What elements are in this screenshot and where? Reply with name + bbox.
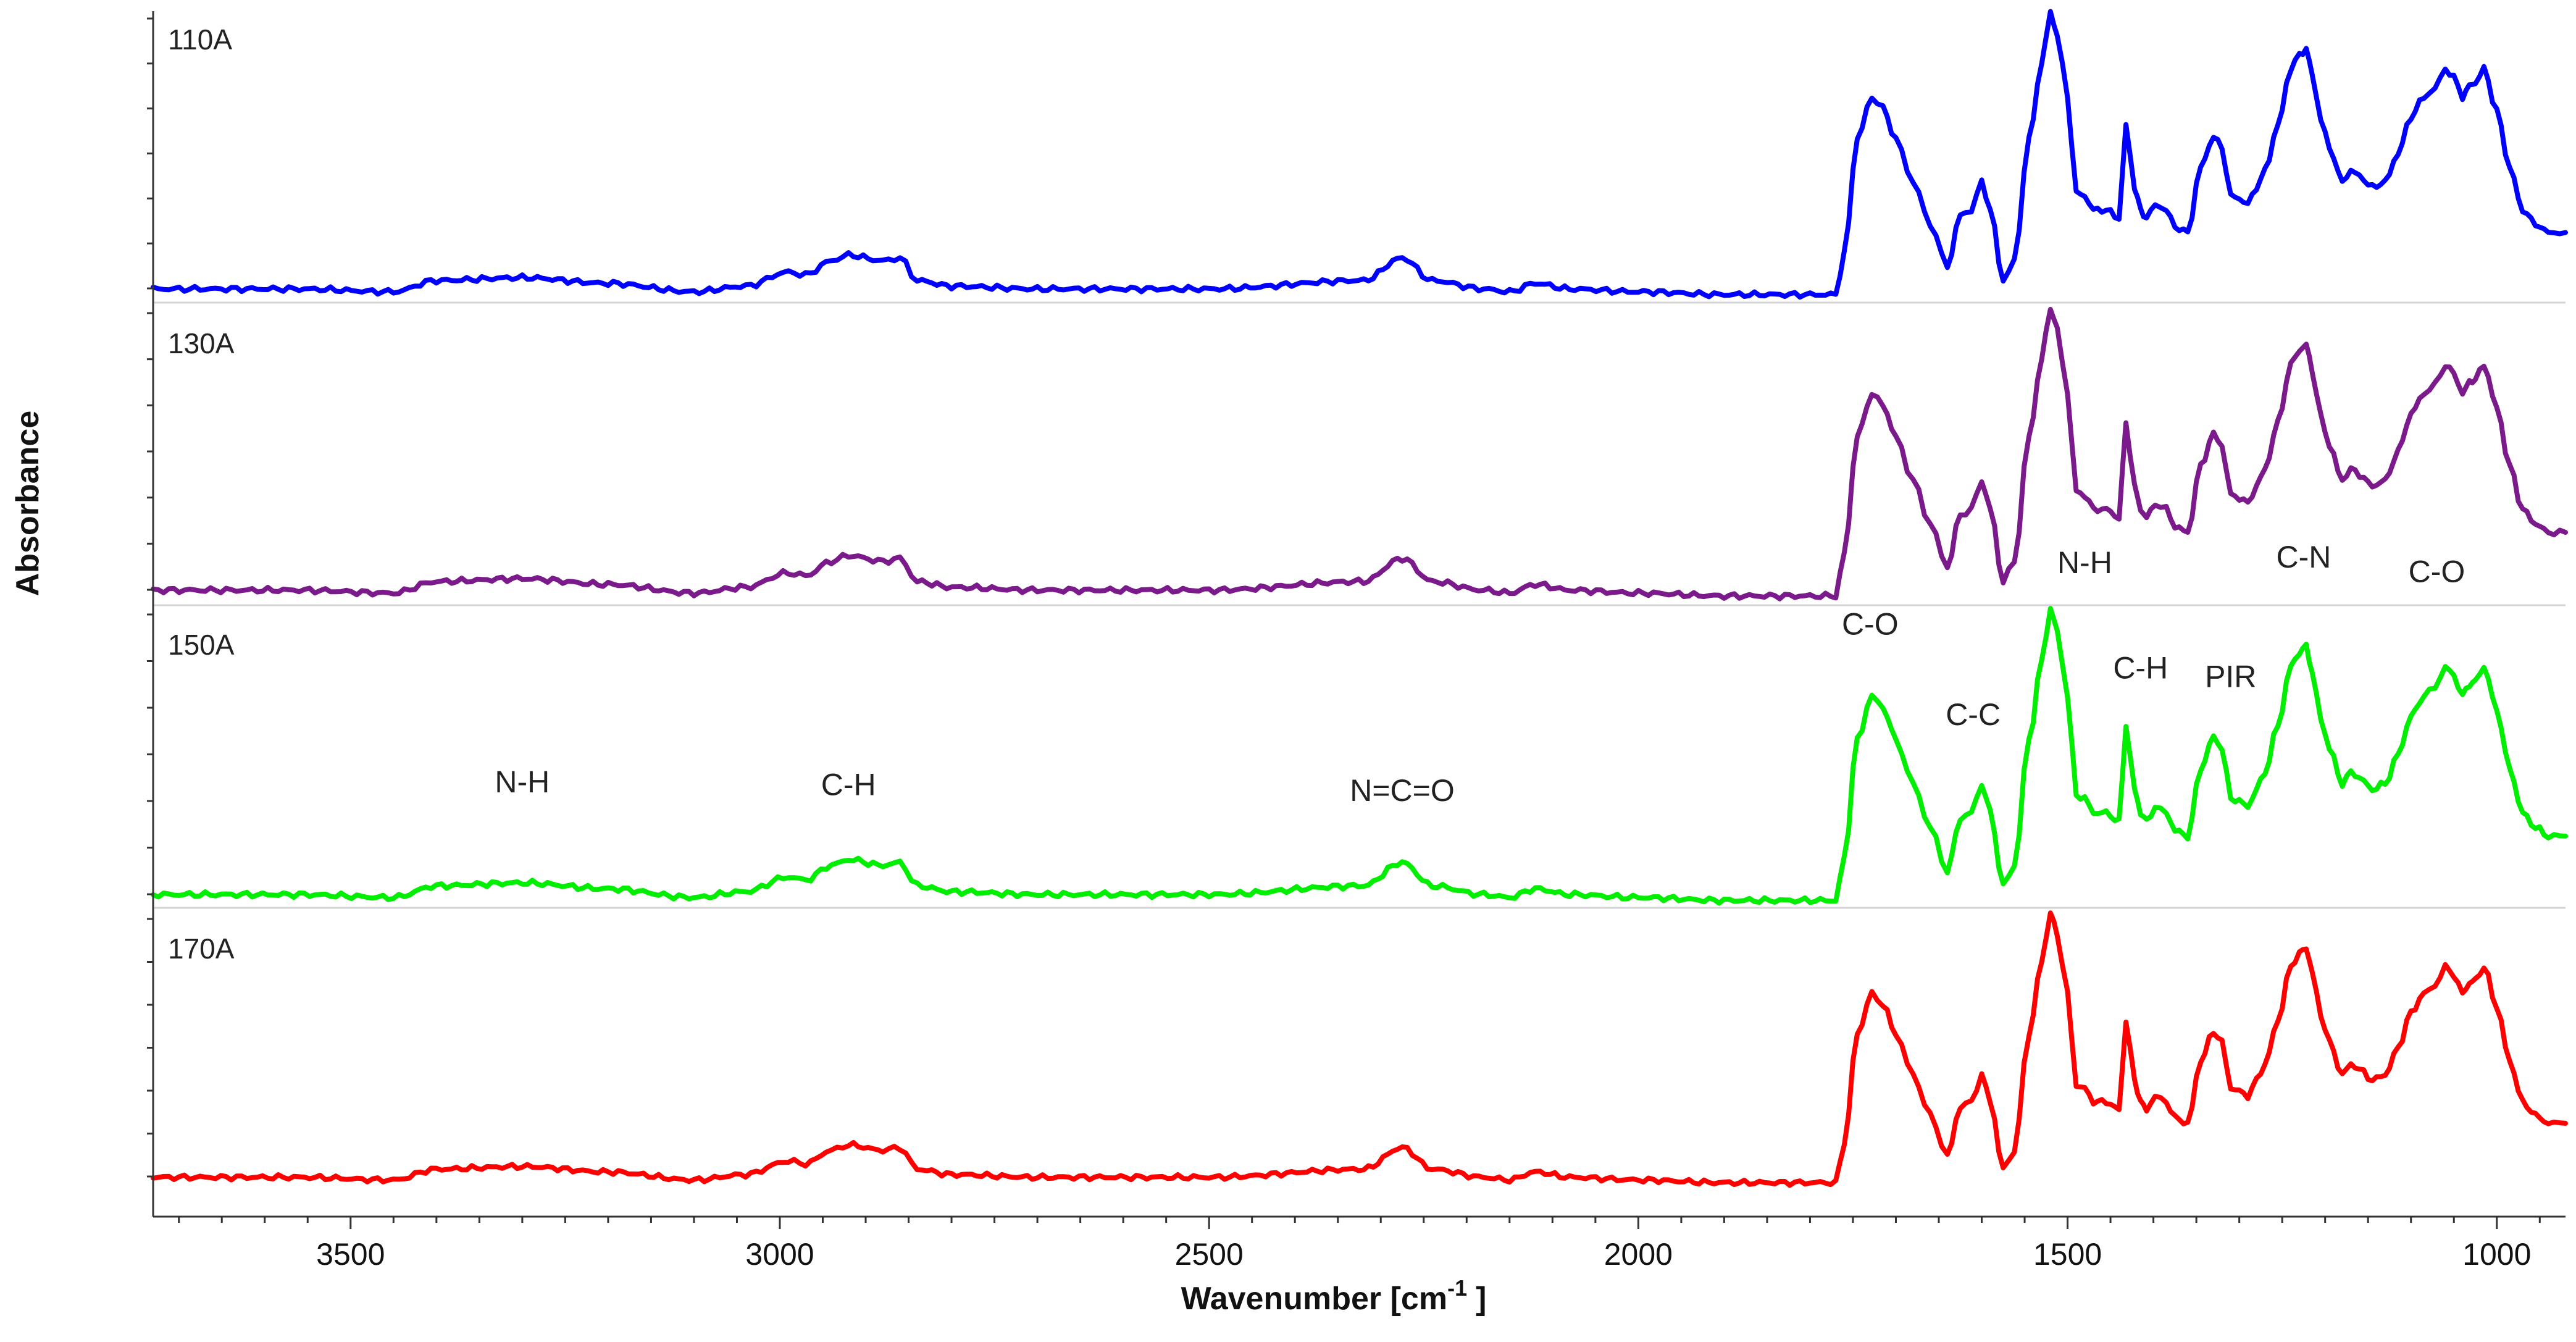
x-tick-label-2500: 2500 (1175, 1237, 1244, 1272)
x-axis-title: Wavenumber [cm-1] (1181, 1275, 1487, 1317)
panel-labels: 110A 130A 150A 170A (168, 23, 235, 965)
axes: 3500 3000 2500 2000 1500 1000 (147, 11, 2566, 1272)
x-tick-label-2000: 2000 (1604, 1237, 1673, 1272)
series-line-110a (151, 9, 2568, 300)
panel-label-130a: 130A (168, 327, 235, 359)
annotation-c-o: C-O (1842, 607, 1899, 642)
x-axis-title-text: Wavenumber [cm (1181, 1281, 1448, 1317)
x-axis-title-close: ] (1476, 1281, 1486, 1317)
series-line-150a (151, 606, 2568, 906)
annotation-n-c-o: N=C=O (1350, 773, 1455, 808)
annotation-c-h: C-H (821, 768, 876, 802)
annotation-n-h: N-H (2057, 545, 2112, 580)
series-line-130a (151, 306, 2568, 602)
x-tick-label-1500: 1500 (2033, 1237, 2102, 1272)
spectra-series (151, 9, 2568, 1188)
annotation-c-o: C-O (2409, 554, 2465, 589)
y-axis-title: Absorbance (10, 411, 46, 597)
series-line-170a (151, 910, 2568, 1188)
panel-label-170a: 170A (168, 933, 235, 965)
panel-label-150a: 150A (168, 629, 235, 661)
annotation-pir: PIR (2205, 660, 2256, 694)
x-tick-label-1000: 1000 (2462, 1237, 2531, 1272)
y-minor-ticks (147, 17, 153, 1178)
x-tick-label-3500: 3500 (316, 1237, 385, 1272)
annotation-n-h: N-H (495, 765, 550, 799)
x-tick-label-3000: 3000 (745, 1237, 814, 1272)
x-axis-title-superscript: -1 (1447, 1275, 1467, 1301)
peak-annotations: N-H C-H N=C=O C-O C-C N-H C-H PIR C-N C-O (495, 540, 2465, 808)
x-axis-ticks: 3500 3000 2500 2000 1500 1000 (178, 1217, 2541, 1272)
panel-label-110a: 110A (168, 23, 232, 56)
annotation-c-h: C-H (2113, 651, 2168, 686)
annotation-c-n: C-N (2276, 540, 2331, 574)
panel-separators (153, 301, 2566, 909)
annotation-c-c: C-C (1946, 697, 2001, 732)
